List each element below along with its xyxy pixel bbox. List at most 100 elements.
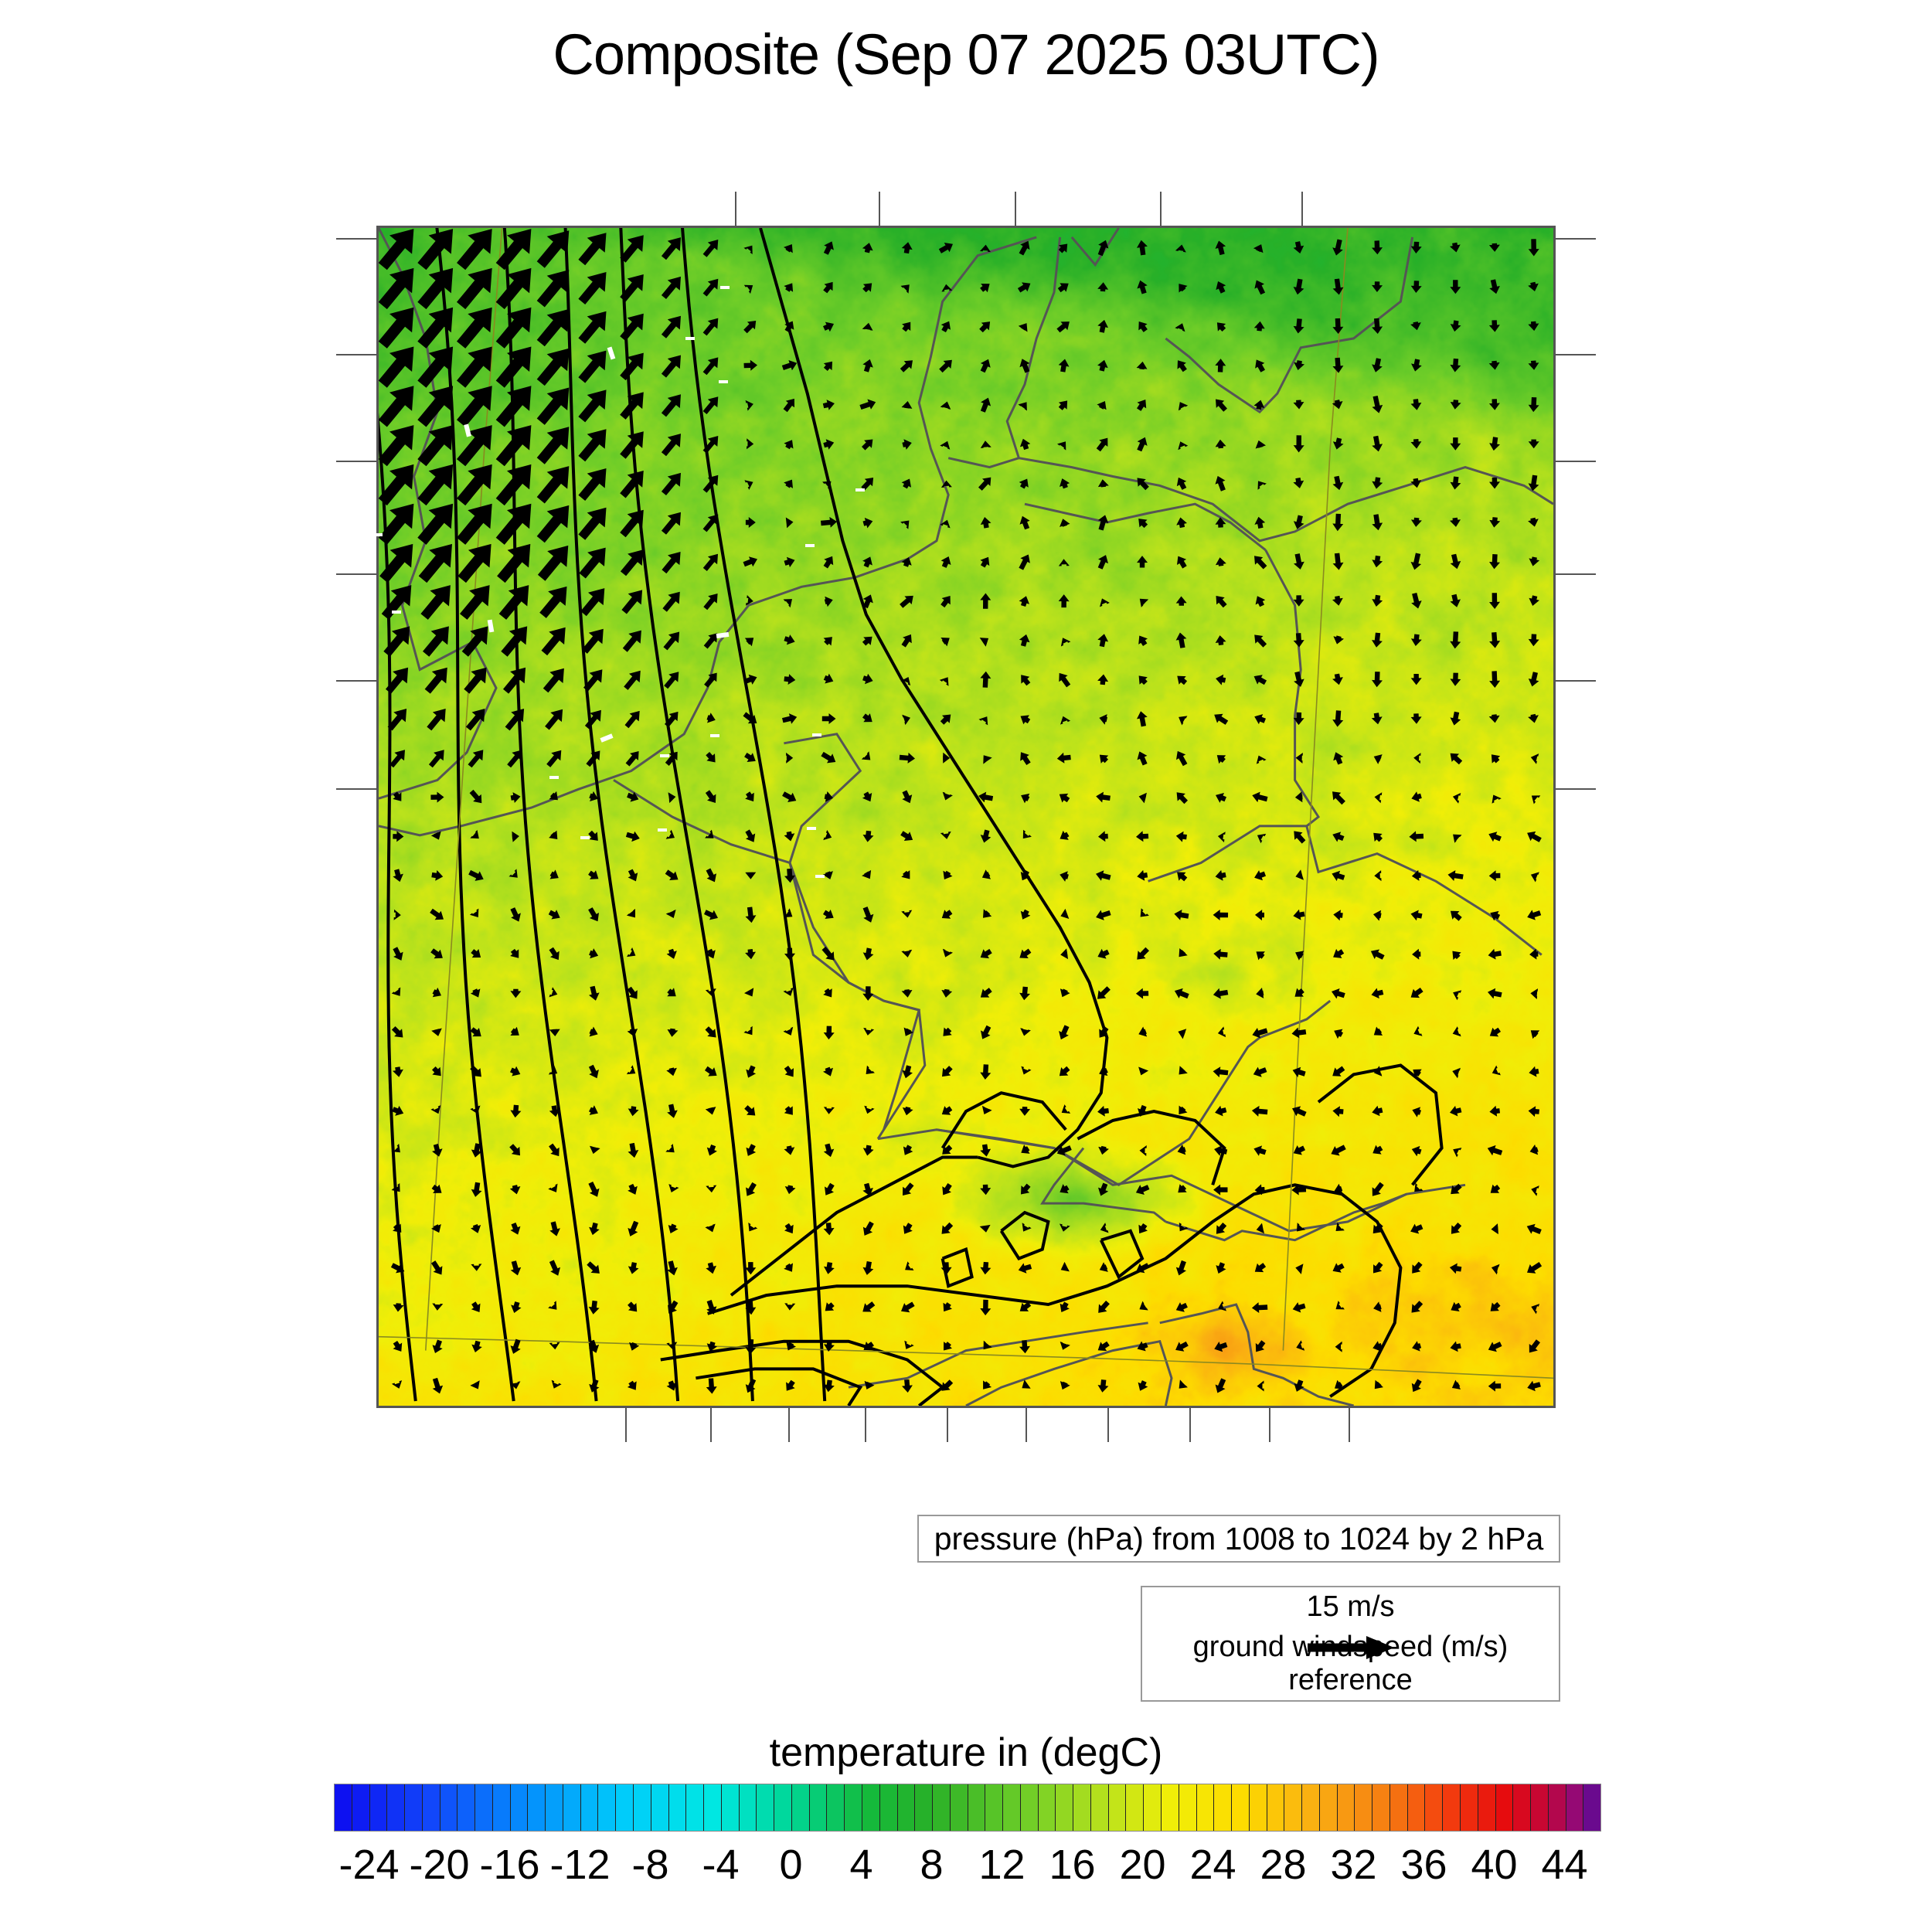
wind-vector [781,360,798,371]
colorbar-cell [879,1784,898,1831]
wind-vector [1490,1301,1501,1311]
lon-tick-bottom [1107,1408,1109,1442]
wind-vector [1489,1105,1500,1117]
wind-vector [536,230,570,268]
wind-vector [1022,1379,1031,1389]
wind-vector [901,949,913,957]
colorbar-cell [1355,1784,1373,1831]
wind-vector [784,556,795,568]
colorbar-cell [933,1784,951,1831]
wind-vector [821,946,835,961]
wind-vector [1373,1261,1383,1274]
wind-vector [862,439,873,451]
colorbar-cell [580,1784,599,1831]
wind-vector [980,1064,992,1080]
wind-vector [784,1303,796,1311]
wind-vector [1332,1066,1345,1077]
wind-vector [1294,553,1304,570]
wind-vector [424,667,447,694]
colorbar-cell [387,1784,406,1831]
wind-vector [590,1145,600,1155]
wind-vector [706,752,716,763]
wind-vector [1136,1263,1150,1274]
wind-vector [1136,361,1148,370]
wind-vector [1138,1104,1148,1117]
wind-vector [1138,635,1148,646]
map-path [1165,236,1414,414]
colorbar-cell [827,1784,845,1831]
wind-vector [1372,1105,1383,1117]
map-path [940,1247,974,1288]
wind-vector [1451,910,1462,921]
wind-vector [1060,1301,1070,1312]
wind-vector [902,1065,913,1079]
wind-vector [1215,557,1226,566]
lon-tick-bottom [947,1408,948,1442]
low-pressure-marker [373,533,383,536]
wind-vector [1018,1263,1032,1274]
wind-vector [1175,1341,1189,1352]
wind-vector [744,753,756,762]
wind-vector [1139,598,1149,607]
wind-vector [665,1144,675,1153]
wind-vector [943,870,953,879]
map-path [1077,1109,1226,1185]
wind-vector [1060,988,1070,998]
wind-vector [1137,478,1149,491]
wind-vector [470,988,481,998]
wind-vector [1096,870,1111,881]
colorbar-cell [651,1784,669,1831]
wind-vector [661,237,681,260]
wind-vector [1096,437,1108,452]
colorbar-cell [1161,1784,1179,1831]
colorbar-cell [352,1784,370,1831]
wind-vector [430,831,441,840]
wind-vector [1178,441,1189,451]
map-path [940,1091,1067,1149]
wind-vector [511,1301,522,1313]
wind-vector [786,752,794,764]
wind-vector [589,1026,598,1037]
lon-tick-top [735,192,736,226]
wind-vector [941,910,953,919]
wind-vector [495,229,532,270]
wind-vector [862,1221,874,1236]
wind-vector [549,1221,560,1236]
colorbar[interactable] [334,1784,1601,1832]
wind-vector [980,1184,992,1196]
wind-vector [1060,908,1070,919]
low-pressure-marker [658,828,667,832]
map-path [379,412,417,1402]
wind-vector [902,1379,913,1393]
wind-vector [1255,910,1264,921]
wind-vector [1528,517,1539,527]
wind-vector [705,790,716,803]
wind-vector [1137,1341,1148,1352]
lon-tick-top [1301,192,1303,226]
wind-vector [431,1224,441,1233]
wind-vector [1256,988,1264,998]
wind-vector [432,1066,441,1077]
wind-vector [379,229,414,270]
colorbar-tick-label: 44 [1541,1842,1588,1888]
wind-vector [1175,1260,1186,1276]
wind-vector [1451,1183,1462,1195]
wind-vector [1019,1107,1031,1116]
wind-vector [1097,674,1109,685]
wind-vector [1137,400,1147,411]
wind-vector [1251,1105,1268,1117]
wind-vector [1491,754,1501,764]
wind-vector [431,1184,442,1193]
wind-vector [1450,553,1461,570]
wind-vector [1058,243,1068,253]
map-panel[interactable] [336,192,1596,1442]
wind-vector [1531,1304,1540,1315]
map-frame[interactable] [376,226,1556,1408]
wind-vector [470,1065,481,1077]
wind-vector [1097,401,1107,410]
colorbar-tick-label: 24 [1189,1842,1236,1888]
wind-vector [1333,948,1345,958]
wind-vector [1254,714,1266,725]
wind-vector [620,313,644,342]
wind-vector [901,478,911,489]
